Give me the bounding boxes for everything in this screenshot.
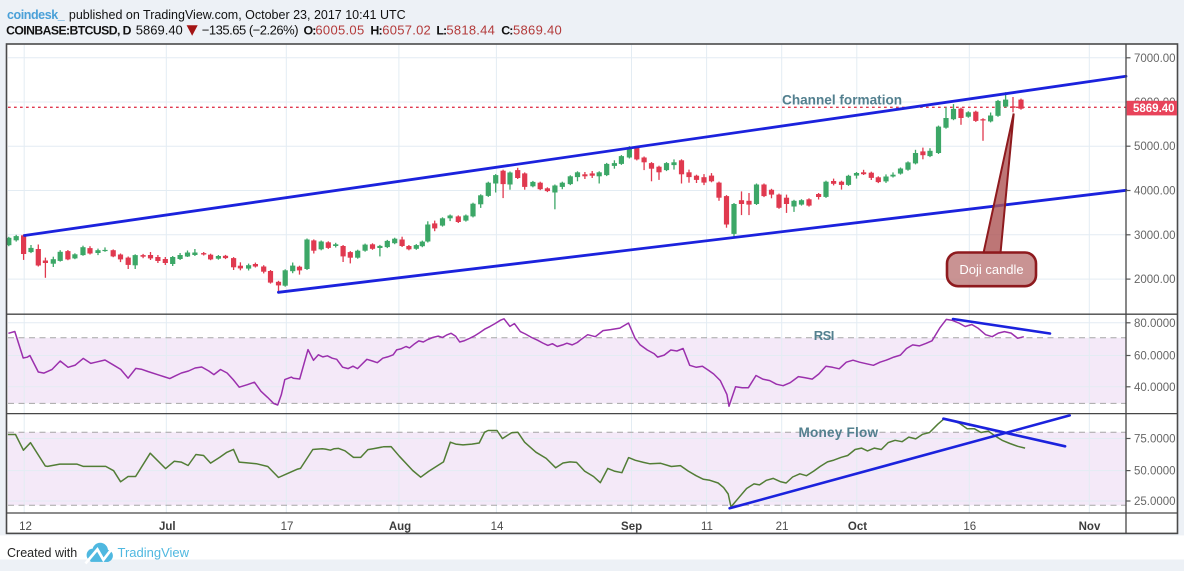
svg-text:6057.02: 6057.02 xyxy=(382,22,431,37)
svg-text:COINBASE:BTCUSD, D: COINBASE:BTCUSD, D xyxy=(6,23,132,37)
svg-text:5869.40: 5869.40 xyxy=(1133,103,1175,115)
svg-text:7000.00: 7000.00 xyxy=(1134,53,1176,65)
svg-text:Oct: Oct xyxy=(848,521,867,533)
svg-text:75.0000: 75.0000 xyxy=(1134,434,1176,446)
svg-text:Jul: Jul xyxy=(159,521,176,533)
svg-text:14: 14 xyxy=(491,521,504,533)
svg-text:Created with: Created with xyxy=(7,546,77,560)
svg-text:80.0000: 80.0000 xyxy=(1134,318,1176,330)
svg-text:L:: L: xyxy=(436,23,446,37)
svg-text:Nov: Nov xyxy=(1079,521,1101,533)
svg-text:60.0000: 60.0000 xyxy=(1134,351,1176,363)
svg-text:5818.44: 5818.44 xyxy=(446,22,495,37)
svg-text:21: 21 xyxy=(776,521,789,533)
svg-text:O:: O: xyxy=(304,23,316,37)
svg-text:16: 16 xyxy=(963,521,976,533)
svg-text:Sep: Sep xyxy=(621,521,642,533)
svg-text:−135.65 (−2.26%): −135.65 (−2.26%) xyxy=(202,22,298,37)
svg-text:25.0000: 25.0000 xyxy=(1134,496,1176,508)
svg-text:6005.05: 6005.05 xyxy=(315,22,364,37)
svg-text:Doji candle: Doji candle xyxy=(959,262,1023,277)
svg-text:Money Flow: Money Flow xyxy=(799,425,879,440)
svg-text:5000.00: 5000.00 xyxy=(1134,141,1176,153)
svg-text:H:: H: xyxy=(370,23,381,37)
svg-text:C:: C: xyxy=(501,23,512,37)
svg-text:40.0000: 40.0000 xyxy=(1134,382,1176,394)
svg-text:12: 12 xyxy=(19,521,32,533)
svg-text:4000.00: 4000.00 xyxy=(1134,186,1176,198)
svg-text:published on TradingView.com,: published on TradingView.com, October 23… xyxy=(69,8,406,22)
svg-text:coindesk_: coindesk_ xyxy=(7,8,66,22)
svg-text:2000.00: 2000.00 xyxy=(1134,274,1176,286)
svg-text:Aug: Aug xyxy=(389,521,411,533)
svg-text:17: 17 xyxy=(281,521,294,533)
svg-text:5869.40: 5869.40 xyxy=(513,22,562,37)
svg-text:11: 11 xyxy=(701,521,713,533)
svg-text:50.0000: 50.0000 xyxy=(1134,466,1176,478)
svg-text:Channel formation: Channel formation xyxy=(782,93,902,108)
svg-text:TradingView: TradingView xyxy=(118,545,190,560)
svg-text:3000.00: 3000.00 xyxy=(1134,230,1176,242)
svg-text:5869.40: 5869.40 xyxy=(136,22,183,37)
svg-text:RSI: RSI xyxy=(814,328,834,343)
